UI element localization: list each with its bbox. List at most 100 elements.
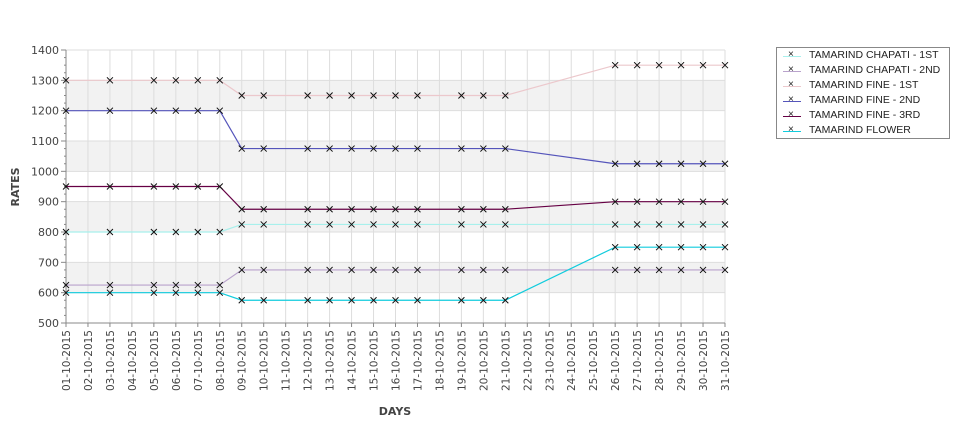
x-tick-label: 10-10-2015 xyxy=(259,330,271,391)
data-point xyxy=(392,221,399,228)
x-tick-label: 21-10-2015 xyxy=(500,330,512,391)
data-point xyxy=(216,228,224,236)
data-point xyxy=(392,145,399,152)
data-point xyxy=(150,107,158,115)
data-point xyxy=(238,205,246,213)
data-point xyxy=(655,198,663,206)
data-point xyxy=(216,183,224,190)
y-tick-label: 600 xyxy=(38,287,59,300)
data-point xyxy=(480,221,487,228)
data-point xyxy=(677,243,685,251)
x-tick-label: 20-10-2015 xyxy=(478,330,490,391)
data-point xyxy=(172,281,180,289)
data-point xyxy=(304,205,311,213)
data-point xyxy=(655,243,663,251)
x-tick-label: 24-10-2015 xyxy=(566,330,578,391)
data-point xyxy=(480,205,487,213)
data-point xyxy=(721,160,729,168)
data-point xyxy=(721,61,729,69)
legend-label: TAMARIND FINE - 2ND xyxy=(809,94,921,106)
y-tick-label: 800 xyxy=(38,226,59,239)
data-point xyxy=(458,205,465,213)
legend-swatch-icon: × xyxy=(783,64,801,76)
data-point xyxy=(721,198,729,206)
y-tick-label: 1300 xyxy=(31,74,59,87)
data-point xyxy=(370,205,377,213)
data-point xyxy=(633,61,641,69)
x-tick-label: 19-10-2015 xyxy=(456,330,468,391)
data-point xyxy=(172,107,180,115)
data-point xyxy=(348,296,355,304)
data-point xyxy=(611,160,619,168)
x-tick-label: 05-10-2015 xyxy=(149,330,161,391)
x-tick-label: 01-10-2015 xyxy=(61,330,73,391)
x-tick-label: 22-10-2015 xyxy=(522,330,534,391)
data-point xyxy=(414,221,421,228)
data-point xyxy=(304,296,311,304)
data-point xyxy=(194,281,202,289)
data-point xyxy=(677,61,685,69)
data-point xyxy=(260,145,268,152)
data-point xyxy=(194,289,202,297)
x-tick-label: 26-10-2015 xyxy=(610,330,622,391)
data-point xyxy=(106,107,114,115)
legend-label: TAMARIND FINE - 3RD xyxy=(809,109,921,121)
data-point xyxy=(677,198,685,206)
data-point xyxy=(414,266,421,274)
data-point xyxy=(348,205,355,213)
data-point xyxy=(392,266,399,274)
data-point xyxy=(392,296,399,304)
data-point xyxy=(611,266,619,274)
data-point xyxy=(677,160,685,168)
data-point xyxy=(62,289,70,297)
data-point xyxy=(106,289,114,297)
data-point xyxy=(194,228,202,236)
x-tick-label: 06-10-2015 xyxy=(171,330,183,391)
data-point xyxy=(480,266,487,274)
data-point xyxy=(458,92,465,99)
data-point xyxy=(304,145,311,152)
data-point xyxy=(633,266,641,274)
data-point xyxy=(260,92,268,99)
data-point xyxy=(216,289,224,297)
data-point xyxy=(370,266,377,274)
y-tick-label: 1400 xyxy=(31,44,59,57)
data-point xyxy=(414,92,421,99)
data-point xyxy=(216,281,224,289)
x-tick-label: 12-10-2015 xyxy=(303,330,315,391)
x-tick-label: 03-10-2015 xyxy=(105,330,117,391)
x-tick-label: 07-10-2015 xyxy=(193,330,205,391)
data-point xyxy=(480,296,487,304)
legend-swatch-icon: × xyxy=(783,109,801,121)
x-tick-label: 16-10-2015 xyxy=(391,330,403,391)
data-point xyxy=(370,296,377,304)
data-point xyxy=(106,228,114,236)
data-point xyxy=(699,61,707,69)
data-point xyxy=(106,183,114,190)
data-point xyxy=(655,61,663,69)
data-point xyxy=(370,221,377,228)
data-point xyxy=(62,76,70,84)
data-point xyxy=(392,205,399,213)
x-tick-label: 04-10-2015 xyxy=(127,330,139,391)
data-point xyxy=(699,198,707,206)
data-point xyxy=(501,205,509,213)
data-point xyxy=(238,266,246,274)
data-point xyxy=(348,92,355,99)
x-tick-label: 17-10-2015 xyxy=(412,330,424,391)
data-point xyxy=(326,92,333,99)
y-tick-label: 900 xyxy=(38,196,59,209)
y-tick-label: 1200 xyxy=(31,105,59,118)
data-point xyxy=(721,266,729,274)
data-point xyxy=(150,76,158,84)
x-tick-label: 15-10-2015 xyxy=(369,330,381,391)
data-point xyxy=(699,221,707,228)
data-point xyxy=(106,76,114,84)
data-point xyxy=(480,145,487,152)
y-tick-label: 1000 xyxy=(31,165,59,178)
data-point xyxy=(611,221,619,228)
data-point xyxy=(655,266,663,274)
legend-item: × TAMARIND FINE - 2ND xyxy=(777,93,943,108)
data-point xyxy=(458,296,465,304)
